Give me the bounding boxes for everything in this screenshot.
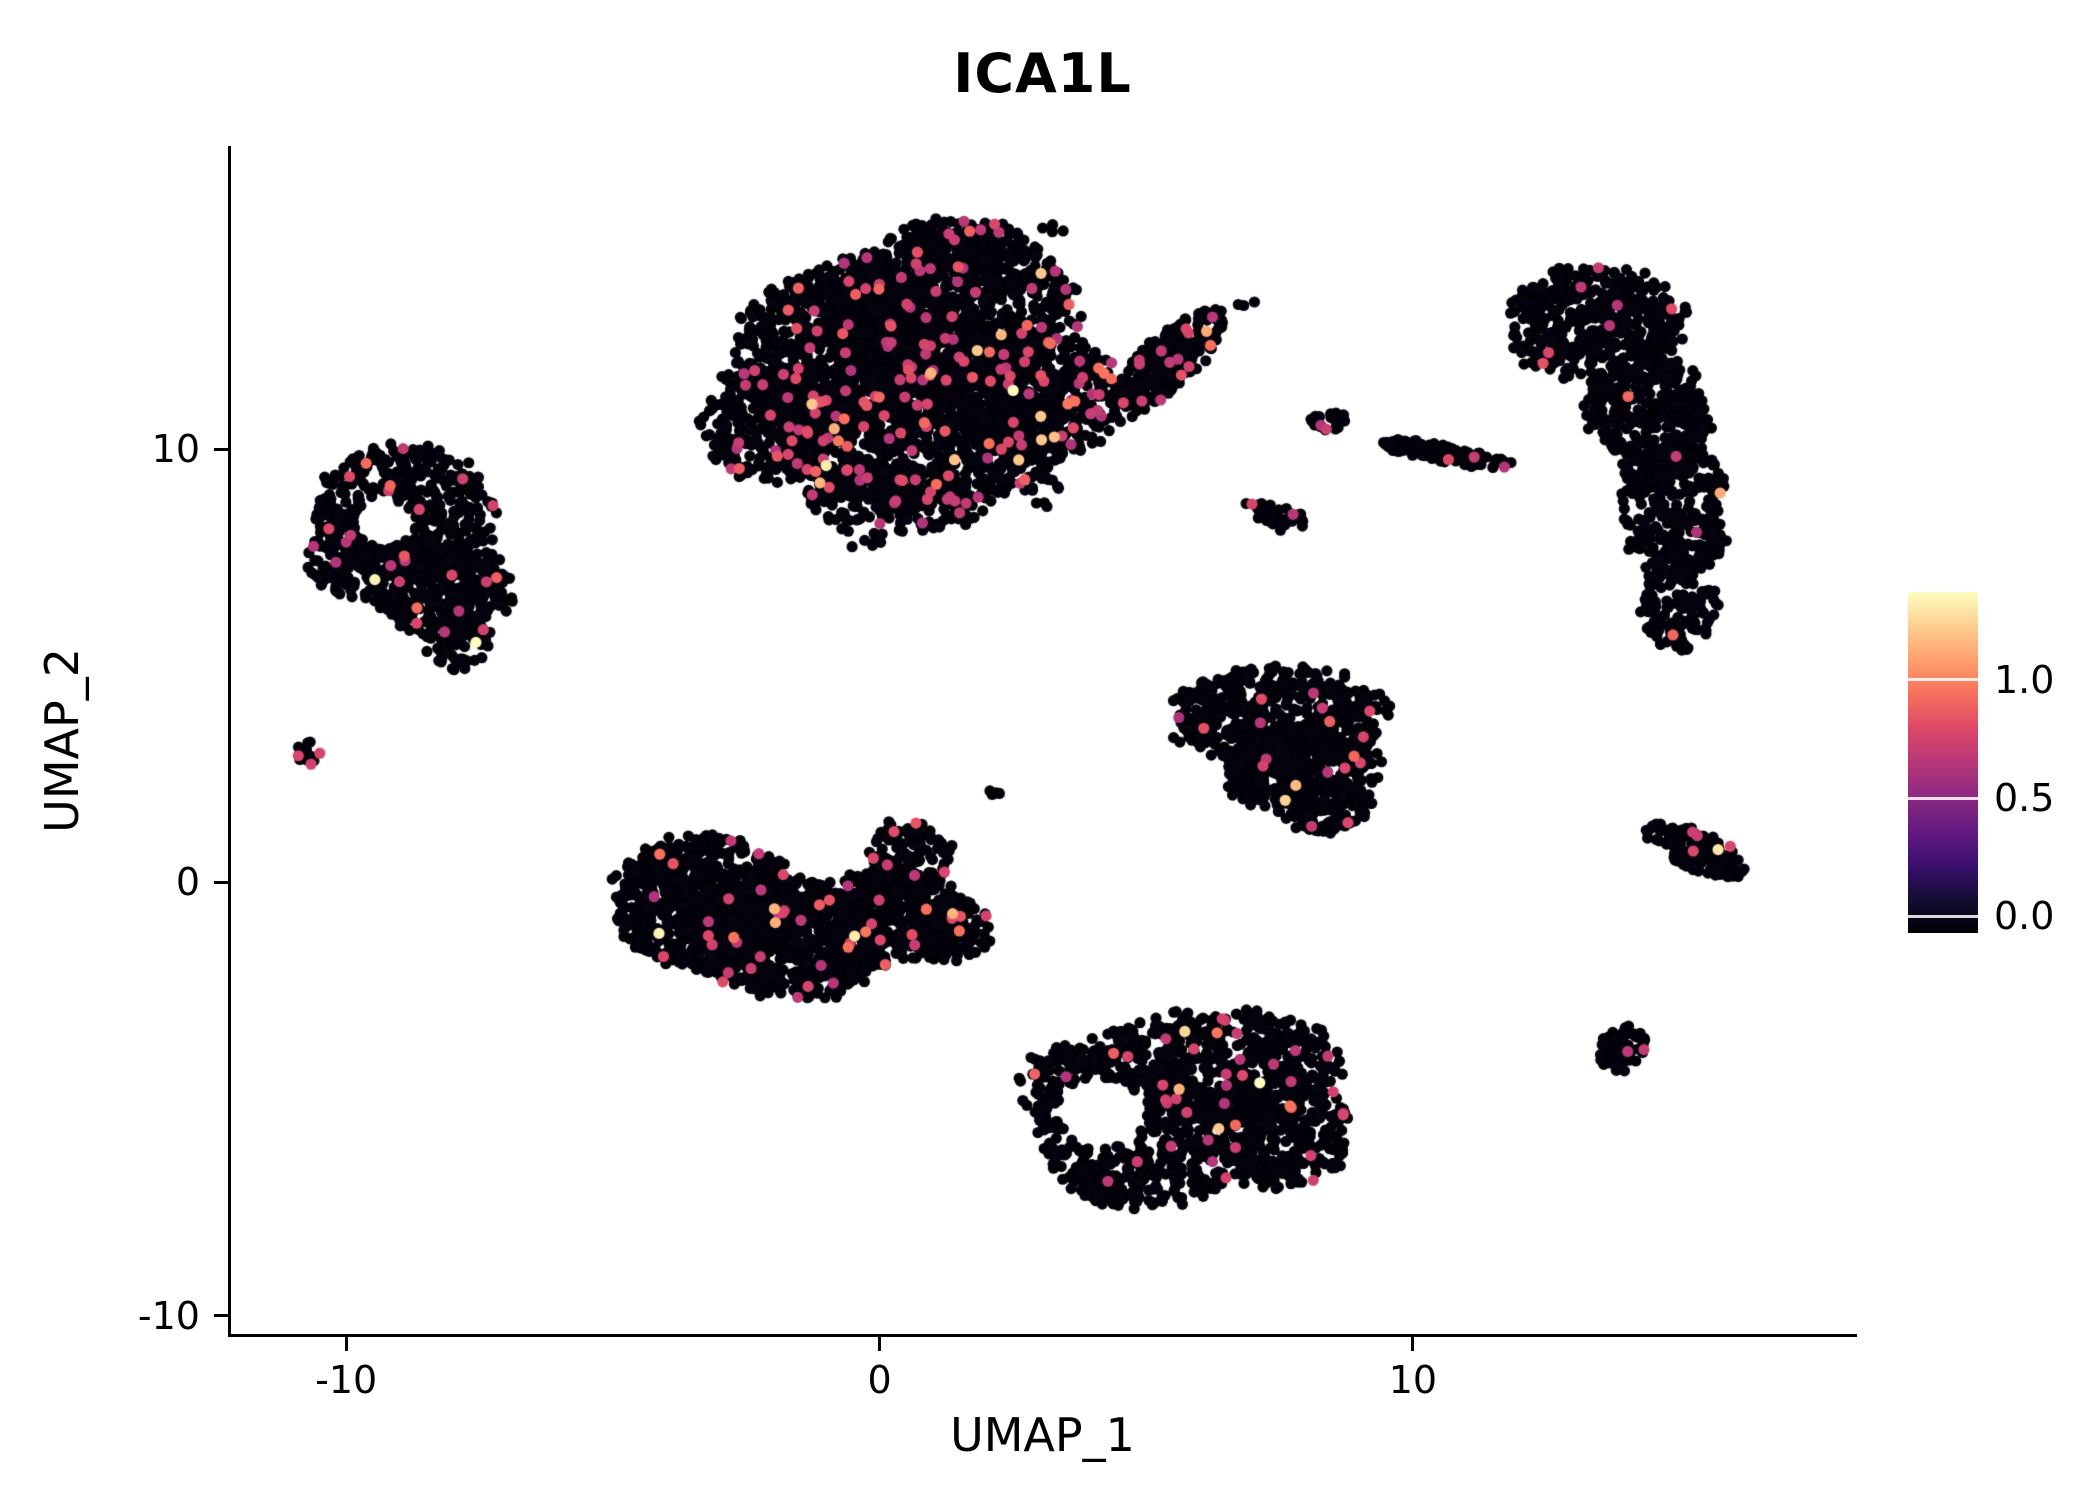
colorbar-tick-label: 1.0 [1994, 657, 2055, 702]
y-tick-label: -10 [137, 1293, 200, 1338]
x-axis-line [228, 1334, 1857, 1337]
plot-title: ICA1L [953, 42, 1132, 105]
colorbar-tick-label: 0.0 [1994, 894, 2055, 939]
scatter-canvas [231, 147, 1854, 1334]
y-axis-label-wrap: UMAP_2 [30, 147, 94, 1334]
y-tick-mark [214, 447, 228, 451]
y-tick-mark [214, 1314, 228, 1318]
y-tick-label: 10 [151, 427, 200, 472]
colorbar-tick-label: 0.5 [1994, 776, 2055, 821]
colorbar-gradient [1908, 592, 1978, 933]
plot-panel [231, 147, 1854, 1334]
colorbar-tick-mark [1908, 914, 1978, 918]
colorbar-tick-mark [1908, 796, 1978, 800]
x-tick-label: 10 [1388, 1358, 1438, 1402]
x-tick-mark [878, 1337, 882, 1351]
x-tick-label: -10 [315, 1358, 378, 1402]
y-tick-label: 0 [175, 860, 200, 905]
x-tick-mark [344, 1337, 348, 1351]
x-tick-mark [1411, 1337, 1415, 1351]
y-axis-line [228, 146, 231, 1337]
y-tick-mark [214, 880, 228, 884]
y-axis-label: UMAP_2 [35, 648, 89, 833]
x-axis-label: UMAP_1 [950, 1408, 1135, 1462]
x-tick-label: 0 [867, 1358, 892, 1402]
colorbar-tick-mark [1908, 678, 1978, 682]
